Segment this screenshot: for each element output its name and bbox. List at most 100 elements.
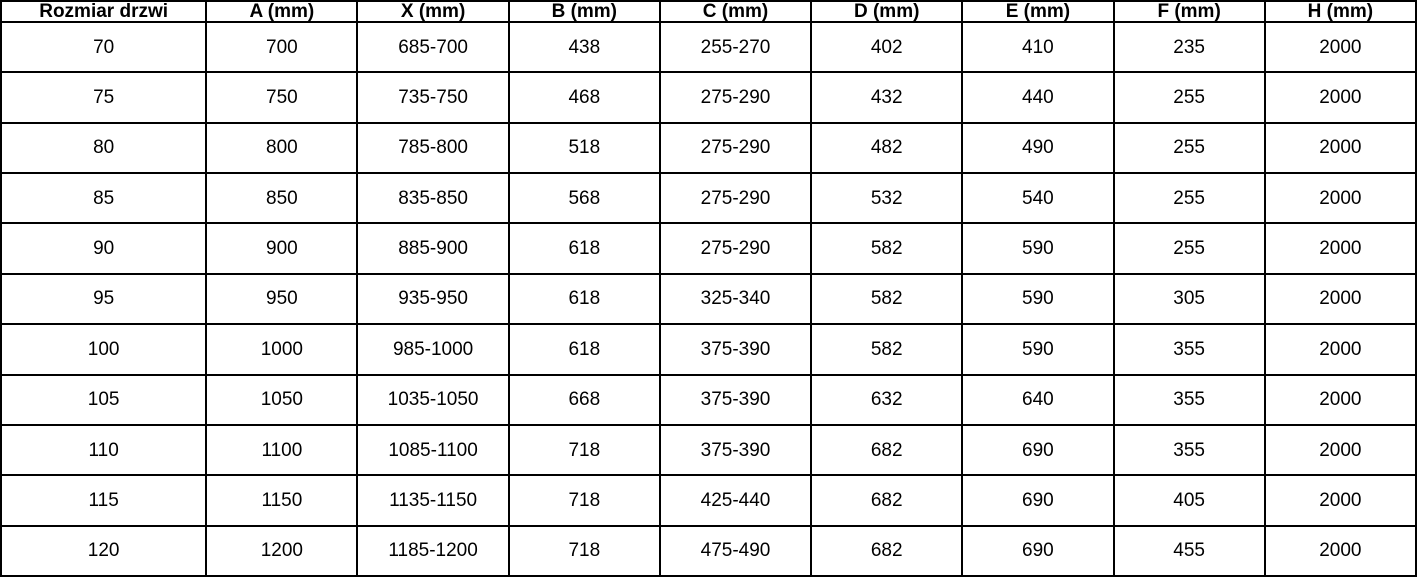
table-cell: 2000 [1263,272,1417,326]
table-cell: 985-1000 [356,323,510,376]
table-cell: 275-290 [658,121,813,175]
table-row: 90 900 885-900 618 275-290 582 590 255 2000 [0,222,1417,275]
table-cell: 405 [1112,474,1266,527]
table-cell: 2000 [1263,373,1417,426]
table-cell: 115 [0,474,208,527]
table-cell: 935-950 [356,272,510,326]
table-cell: 255 [1112,222,1266,275]
table-cell: 682 [810,423,964,477]
table-cell: 70 [0,20,208,74]
table-cell: 255-270 [658,20,813,74]
table-cell: 110 [0,423,208,477]
table-cell: 1085-1100 [356,423,510,477]
table-cell: 582 [810,222,964,275]
table-cell: 885-900 [356,222,510,275]
table-cell: 375-390 [658,423,813,477]
header-row: Rozmiar drzwi A (mm) X (mm) B (mm) C (mm) D (… [0,0,1417,23]
table-cell: 568 [507,172,661,225]
table-cell: 2000 [1263,222,1417,275]
table-cell: 690 [961,474,1115,527]
table-cell: 305 [1112,272,1266,326]
table-cell: 475-490 [658,524,813,577]
table-cell: 618 [507,323,661,376]
table-cell: 100 [0,323,208,376]
column-header: B (mm) [507,0,661,23]
table-cell: 402 [810,20,964,74]
table-cell: 590 [961,222,1115,275]
table-cell: 255 [1112,121,1266,175]
table-cell: 432 [810,71,964,124]
column-header: H (mm) [1263,0,1417,23]
table-cell: 690 [961,423,1115,477]
table-cell: 255 [1112,71,1266,124]
table-cell: 90 [0,222,208,275]
table-row: 95 950 935-950 618 325-340 582 590 305 2000 [0,272,1417,326]
table-cell: 95 [0,272,208,326]
table-cell: 835-850 [356,172,510,225]
table-cell: 1035-1050 [356,373,510,426]
table-cell: 275-290 [658,222,813,275]
table-row: 110 1100 1085-1100 718 375-390 682 690 355 2000 [0,423,1417,477]
table-cell: 1150 [205,474,359,527]
table-row: 80 800 785-800 518 275-290 482 490 255 2000 [0,121,1417,175]
table-cell: 685-700 [356,20,510,74]
table-cell: 438 [507,20,661,74]
table-cell: 235 [1112,20,1266,74]
table-cell: 718 [507,474,661,527]
table-cell: 1100 [205,423,359,477]
table-header: Rozmiar drzwi A (mm) X (mm) B (mm) C (mm) D (… [0,0,1417,23]
table-cell: 590 [961,272,1115,326]
table-row: 115 1150 1135-1150 718 425-440 682 690 405 2000 [0,474,1417,527]
table-cell: 1185-1200 [356,524,510,577]
table-cell: 85 [0,172,208,225]
table-cell: 468 [507,71,661,124]
table-cell: 2000 [1263,474,1417,527]
table-cell: 2000 [1263,121,1417,175]
table-cell: 355 [1112,423,1266,477]
table-row: 120 1200 1185-1200 718 475-490 682 690 455 2000 [0,524,1417,577]
table-cell: 735-750 [356,71,510,124]
column-header: C (mm) [658,0,813,23]
table-cell: 582 [810,272,964,326]
table-cell: 1200 [205,524,359,577]
column-header: F (mm) [1112,0,1266,23]
table-cell: 700 [205,20,359,74]
table-row: 105 1050 1035-1050 668 375-390 632 640 355 2000 [0,373,1417,426]
table-cell: 950 [205,272,359,326]
table-cell: 1050 [205,373,359,426]
table-cell: 682 [810,474,964,527]
table-cell: 718 [507,423,661,477]
table-cell: 355 [1112,323,1266,376]
table-cell: 900 [205,222,359,275]
table-cell: 355 [1112,373,1266,426]
table-cell: 2000 [1263,71,1417,124]
table-cell: 1000 [205,323,359,376]
table-cell: 105 [0,373,208,426]
table-cell: 718 [507,524,661,577]
table-cell: 800 [205,121,359,175]
table-row: 70 700 685-700 438 255-270 402 410 235 2000 [0,20,1417,74]
table-cell: 2000 [1263,20,1417,74]
table-cell: 425-440 [658,474,813,527]
table-cell: 1135-1150 [356,474,510,527]
table-body: 70 700 685-700 438 255-270 402 410 235 2000 75 750… [0,20,1417,577]
table-cell: 540 [961,172,1115,225]
table-cell: 682 [810,524,964,577]
table-cell: 255 [1112,172,1266,225]
table-cell: 2000 [1263,172,1417,225]
table-cell: 482 [810,121,964,175]
table-cell: 690 [961,524,1115,577]
table-cell: 850 [205,172,359,225]
table-cell: 2000 [1263,524,1417,577]
table-cell: 120 [0,524,208,577]
table-cell: 750 [205,71,359,124]
table-cell: 75 [0,71,208,124]
table-cell: 582 [810,323,964,376]
table-row: 85 850 835-850 568 275-290 532 540 255 2000 [0,172,1417,225]
column-header: E (mm) [961,0,1115,23]
table-row: 100 1000 985-1000 618 375-390 582 590 355 2000 [0,323,1417,376]
table-cell: 375-390 [658,373,813,426]
table-cell: 618 [507,272,661,326]
column-header: D (mm) [810,0,964,23]
